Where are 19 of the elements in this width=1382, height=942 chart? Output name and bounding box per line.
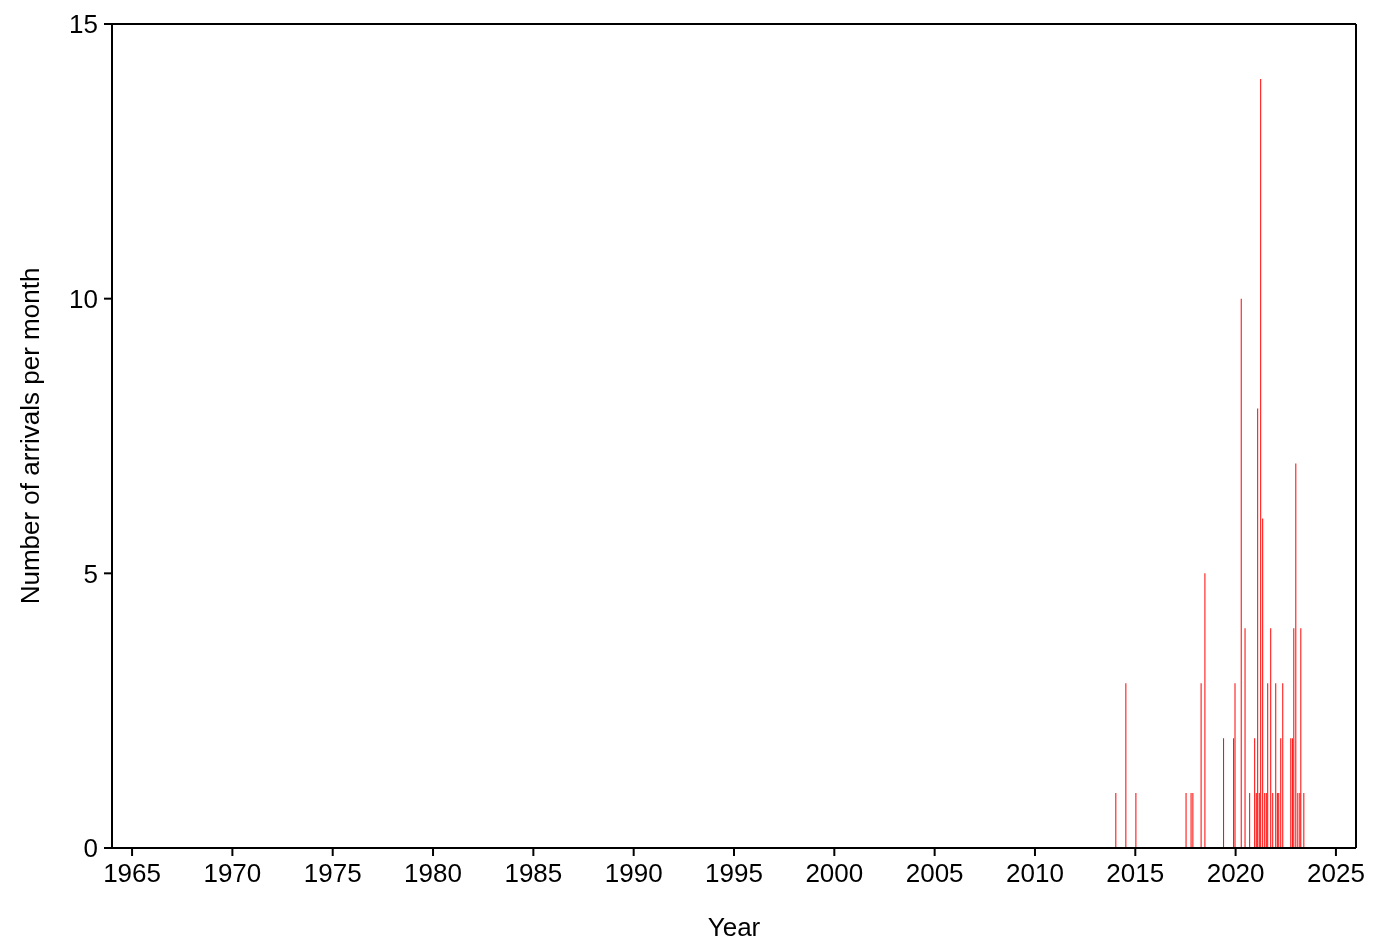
x-tick-label: 1975 (303, 858, 362, 889)
y-tick-label: 0 (83, 833, 98, 864)
y-tick-label: 10 (69, 283, 98, 314)
x-tick-label: 2005 (905, 858, 964, 889)
x-tick-label: 1985 (504, 858, 563, 889)
y-tick-label: 15 (69, 9, 98, 40)
y-tick-label: 5 (83, 558, 98, 589)
x-tick-label: 1995 (705, 858, 763, 889)
x-tick-label: 2025 (1307, 858, 1365, 889)
x-tick-label: 1980 (404, 858, 462, 889)
x-tick-label: 2020 (1206, 858, 1265, 889)
x-tick-label: 2010 (1006, 858, 1064, 889)
x-axis-title: Year (707, 912, 761, 942)
x-tick-label: 2000 (805, 858, 864, 889)
y-axis-title: Number of arrivals per month (15, 267, 46, 605)
x-tick-label: 1990 (604, 858, 663, 889)
x-tick-label: 2015 (1106, 858, 1165, 889)
x-tick-label: 1970 (203, 858, 262, 889)
x-tick-label: 1965 (103, 858, 161, 889)
